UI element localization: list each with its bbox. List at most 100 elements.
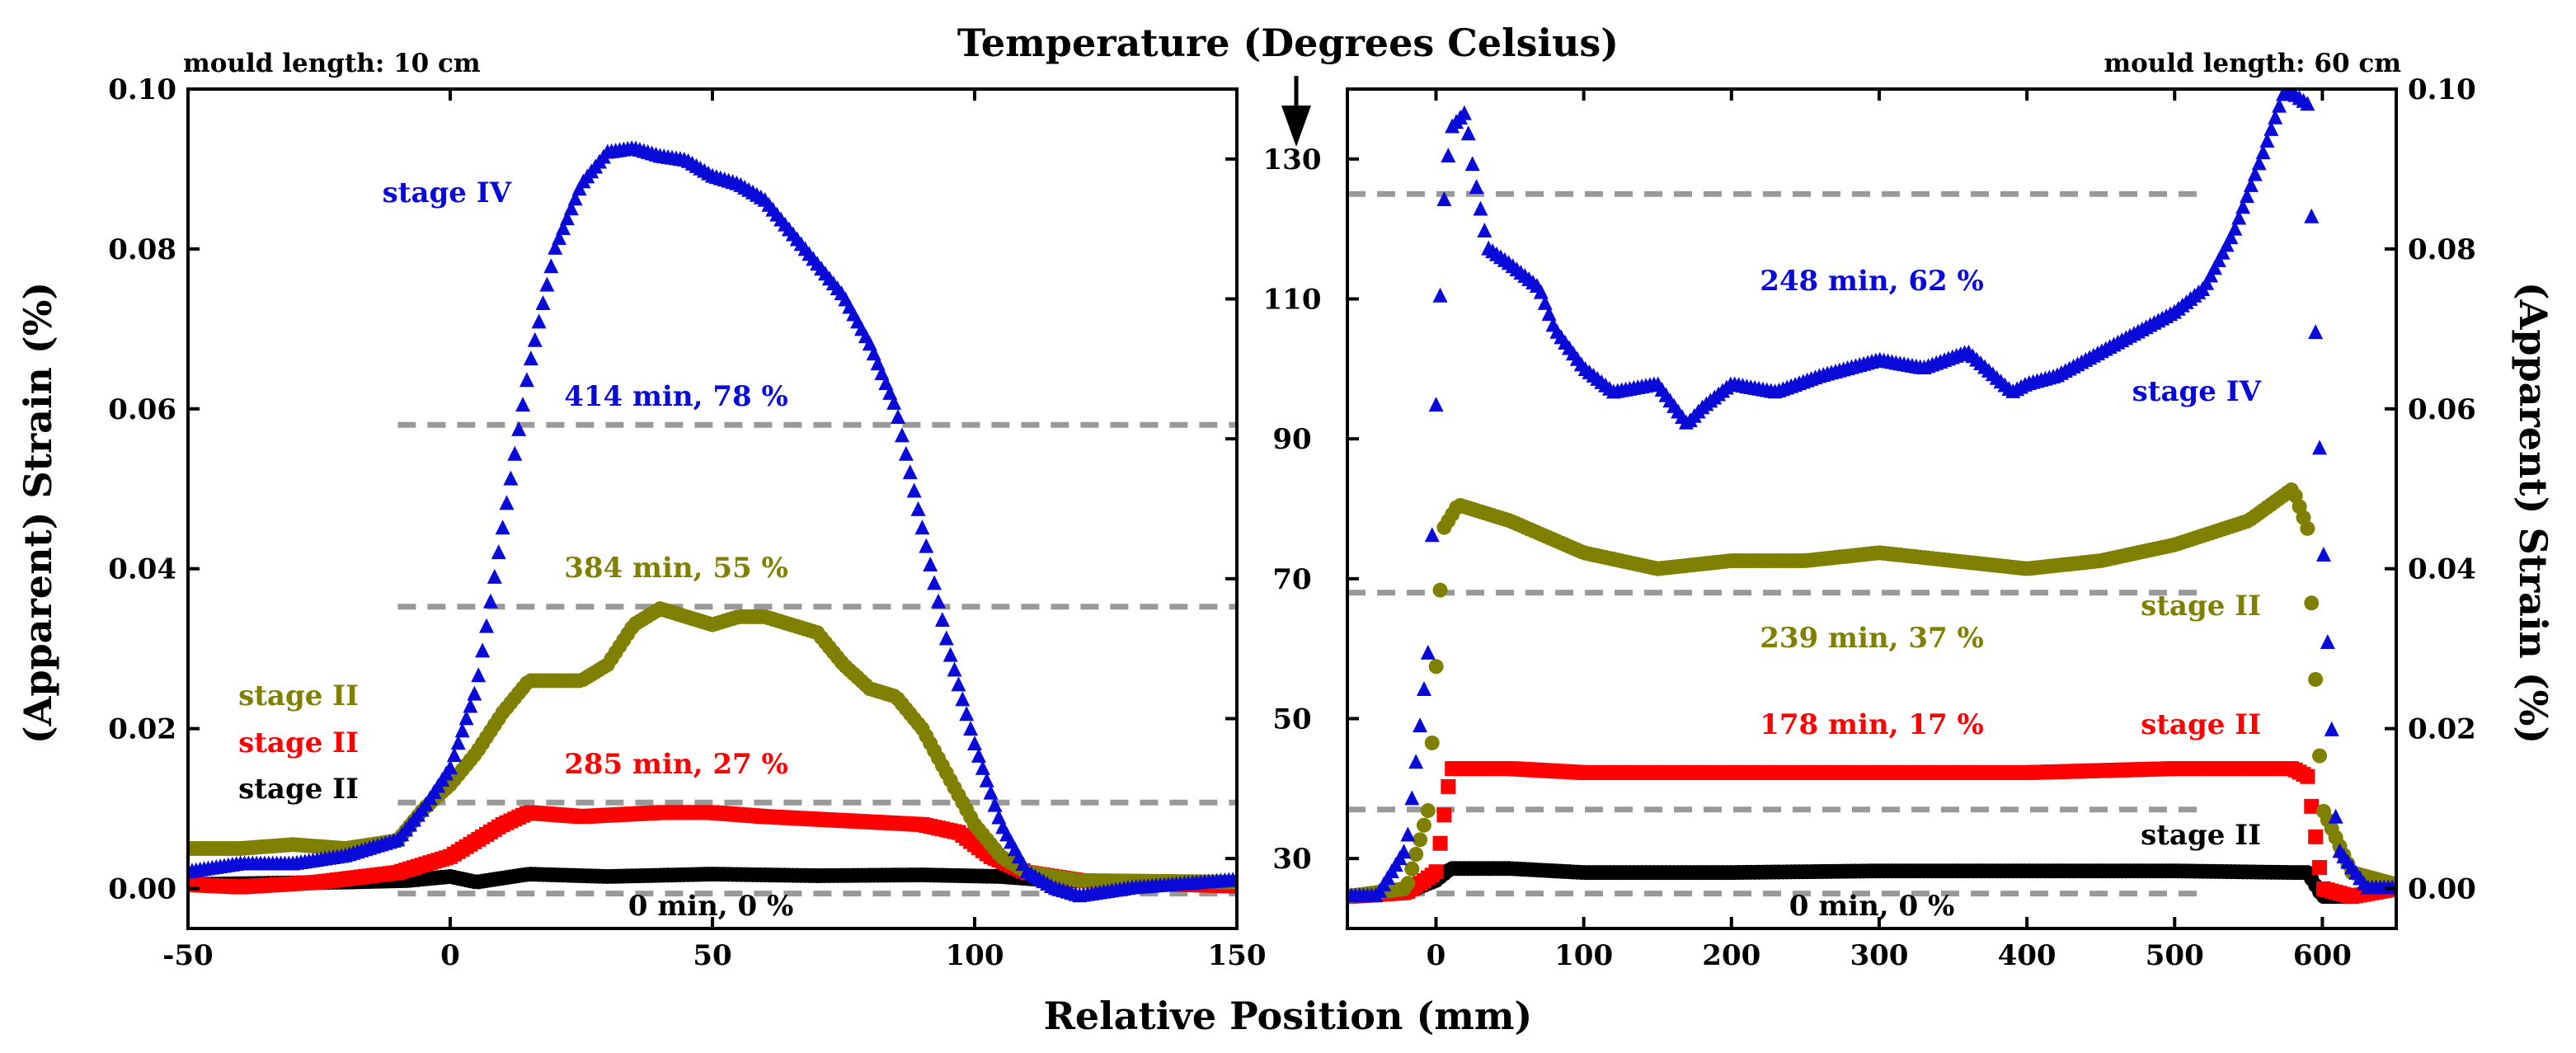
annotation-label: 285 min, 27 %	[564, 748, 788, 781]
data-point	[1537, 294, 1553, 310]
x-tick-label: 500	[2146, 939, 2204, 972]
y-tick-label: 0.06	[108, 393, 176, 426]
data-point	[967, 736, 982, 751]
data-point	[1432, 582, 1448, 598]
data-point	[959, 706, 975, 722]
data-point	[559, 210, 575, 226]
data-point	[947, 661, 962, 677]
data-point	[1408, 754, 1424, 769]
data-point	[1469, 179, 1484, 195]
x-tick-label: 400	[1998, 939, 2057, 972]
data-point	[2328, 808, 2343, 824]
annotation-label: stage II	[238, 679, 359, 712]
annotation-label: stage IV	[383, 176, 512, 209]
data-point	[2251, 155, 2267, 171]
y-tick-label: 0.04	[2408, 553, 2476, 586]
data-point	[983, 784, 999, 800]
y-tick-label: 0.02	[2408, 713, 2476, 746]
data-point	[543, 258, 559, 274]
data-point	[1533, 284, 1549, 299]
data-point	[1416, 681, 1431, 697]
data-point	[2304, 208, 2320, 223]
annotation-label: stage II	[2141, 590, 2261, 623]
annotation-label: stage IV	[2132, 375, 2262, 408]
data-point	[2272, 97, 2287, 113]
data-point	[515, 397, 531, 412]
data-point	[1420, 644, 1436, 660]
right-series	[1347, 89, 2396, 905]
left-annotations: stage IV 414 min, 78 % 384 min, 55 % stage …	[238, 176, 793, 923]
right-mould-note: mould length: 60 cm	[2104, 49, 2401, 78]
data-point	[1420, 803, 1436, 819]
data-point	[2227, 220, 2243, 236]
data-point	[458, 710, 474, 726]
data-point	[2312, 748, 2328, 764]
data-point	[1404, 790, 1420, 806]
temperature-tick-label: 70	[1272, 563, 1311, 596]
data-point	[951, 676, 966, 692]
data-point	[902, 464, 918, 480]
temperature-tick-label: 50	[1272, 703, 1311, 736]
data-point	[934, 612, 950, 628]
right-temperature-lines	[1347, 190, 2205, 897]
data-point	[930, 593, 946, 609]
data-point	[2304, 798, 2320, 814]
data-point	[910, 501, 926, 516]
data-point	[914, 519, 930, 535]
annotation-label: stage II	[2141, 819, 2261, 852]
data-point	[1400, 826, 1416, 842]
data-point	[938, 630, 954, 646]
temperature-axis: 30 50 70 90 110 130	[1263, 143, 1322, 876]
data-point	[979, 772, 994, 787]
left-panel: -50 0 50 100 150 0.00 0.02 0.04 0.06 0.08 0.10 mou…	[108, 49, 1266, 972]
data-point	[2202, 267, 2218, 283]
data-point	[963, 721, 979, 736]
data-point	[1428, 659, 1444, 675]
data-point	[511, 421, 527, 436]
data-point	[2315, 547, 2331, 562]
right-plot-frame	[1346, 87, 2398, 930]
data-point	[527, 331, 543, 347]
y-tick-label: 0.06	[2408, 393, 2476, 426]
data-point	[454, 722, 470, 738]
x-tick-label: 200	[1702, 939, 1760, 972]
data-point	[463, 698, 478, 713]
y-tick-label: 0.00	[108, 873, 176, 906]
data-point	[1477, 223, 1492, 238]
data-point	[1424, 735, 1440, 750]
data-point	[2324, 721, 2339, 736]
data-point	[2308, 324, 2324, 340]
data-point	[919, 538, 934, 553]
y-tick-label: 0.00	[2408, 873, 2476, 906]
data-point	[519, 372, 534, 388]
data-point	[450, 735, 466, 750]
data-point	[2300, 520, 2315, 536]
series	[1347, 482, 2396, 905]
data-point	[2308, 671, 2324, 687]
data-point	[894, 427, 910, 443]
series	[188, 805, 1237, 895]
temperature-tick-label: 110	[1263, 284, 1322, 317]
data-point	[1428, 864, 1444, 880]
temperature-tick-label: 90	[1272, 423, 1311, 456]
data-point	[2199, 275, 2215, 290]
data-point	[891, 408, 906, 424]
data-point	[1424, 527, 1440, 543]
data-point	[1396, 844, 1412, 859]
data-point	[906, 482, 922, 498]
x-tick-label: 50	[693, 939, 731, 972]
data-point	[531, 313, 547, 329]
right-ticks: 0 100 200 300 400 500 600 0.00 0.02 0.04 0.06 0.08 0…	[1347, 73, 2476, 972]
left-ticks: -50 0 50 100 150 0.00 0.02 0.04 0.06 0.08 0.10	[108, 73, 1266, 972]
data-point	[1413, 832, 1428, 848]
data-point	[942, 646, 958, 662]
data-point	[2219, 237, 2235, 252]
y-tick-label: 0.10	[2408, 73, 2476, 106]
right-annotations: 248 min, 62 % stage IV stage II 239 min, 37…	[1760, 265, 2261, 923]
y-tick-label: 0.08	[2408, 233, 2476, 266]
data-point	[1436, 190, 1452, 206]
annotation-label: 178 min, 17 %	[1760, 708, 1984, 741]
data-point	[499, 495, 515, 510]
temperature-tick-label: 130	[1263, 143, 1322, 176]
